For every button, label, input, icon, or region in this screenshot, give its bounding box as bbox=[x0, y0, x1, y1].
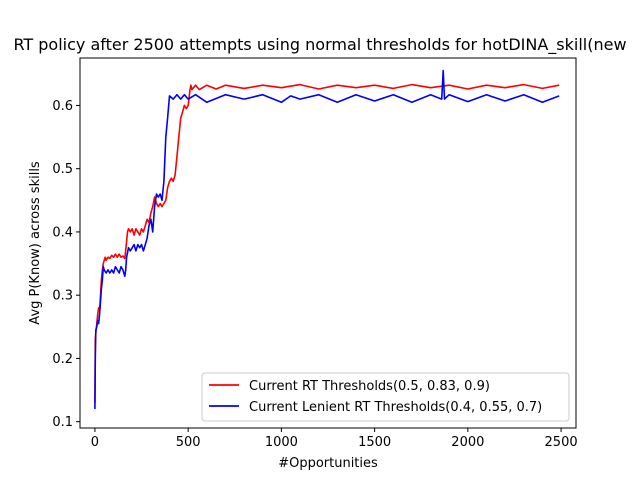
x-tick-label: 2500 bbox=[545, 435, 578, 450]
series-line-1 bbox=[94, 69, 560, 410]
legend-box bbox=[201, 372, 570, 422]
chart-title: RT policy after 2500 attempts using norm… bbox=[13, 35, 626, 55]
x-axis-label: #Opportunities bbox=[278, 456, 378, 471]
y-tick-label: 0.4 bbox=[52, 225, 73, 240]
x-tick-label: 1500 bbox=[358, 435, 391, 450]
x-tick-label: 500 bbox=[176, 435, 201, 450]
y-axis-label: Avg P(Know) across skills bbox=[28, 161, 43, 325]
x-tick-label: 0 bbox=[91, 435, 99, 450]
y-axis-ticks: 0.1 0.2 0.3 0.4 0.5 0.6 bbox=[52, 99, 80, 430]
series-lines bbox=[94, 69, 560, 410]
x-tick-label: 2000 bbox=[451, 435, 484, 450]
legend-label-rt-thresholds: Current RT Thresholds(0.5, 0.83, 0.9) bbox=[249, 379, 490, 394]
y-tick-label: 0.5 bbox=[52, 162, 73, 177]
legend-label-lenient-thresholds: Current Lenient RT Thresholds(0.4, 0.55,… bbox=[249, 400, 542, 415]
y-tick-label: 0.2 bbox=[52, 352, 73, 367]
x-axis-ticks: 0 500 1000 1500 2000 2500 bbox=[91, 428, 578, 450]
series-line-0 bbox=[94, 83, 560, 403]
y-tick-label: 0.1 bbox=[52, 415, 73, 430]
y-tick-label: 0.6 bbox=[52, 99, 73, 114]
y-tick-label: 0.3 bbox=[52, 289, 73, 304]
x-tick-label: 1000 bbox=[265, 435, 298, 450]
plot-frame bbox=[79, 57, 577, 429]
legend: Current RT Thresholds(0.5, 0.83, 0.9) Cu… bbox=[201, 372, 570, 422]
